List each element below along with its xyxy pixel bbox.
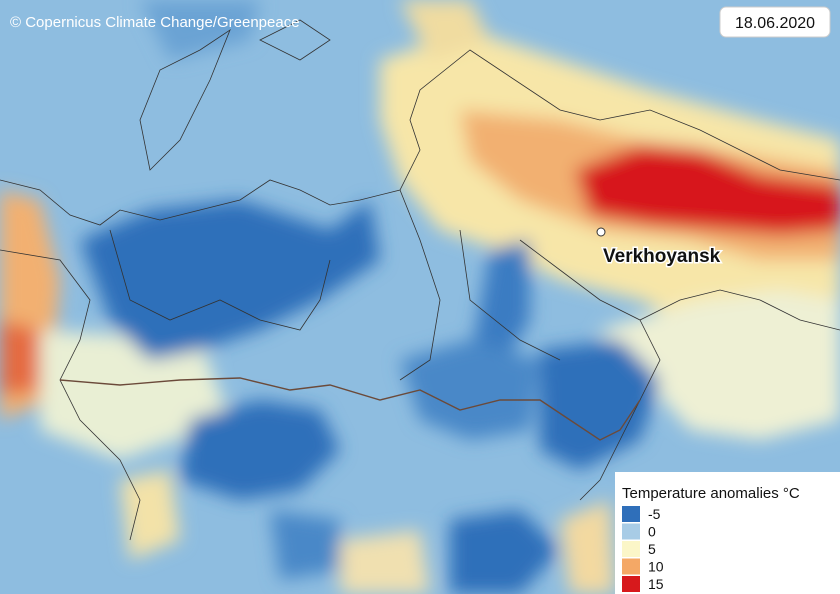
- legend-swatch: [622, 506, 640, 522]
- legend-title: Temperature anomalies °C: [622, 485, 800, 502]
- legend-label: -5: [648, 506, 661, 522]
- legend-swatch: [622, 576, 640, 592]
- city-label: Verkhoyansk: [603, 246, 721, 267]
- legend-label: 5: [648, 541, 656, 557]
- legend-swatch: [622, 541, 640, 557]
- legend-label: 10: [648, 559, 664, 575]
- credit: © Copernicus Climate Change/Greenpeace: [10, 14, 300, 31]
- legend-box: [615, 472, 840, 594]
- legend-label: 0: [648, 524, 656, 540]
- city-marker: [596, 227, 606, 237]
- legend-swatch: [622, 523, 640, 540]
- legend-swatch: [622, 558, 640, 575]
- legend-label: 15: [648, 576, 664, 592]
- borders: [0, 19, 840, 541]
- date-box: [719, 6, 831, 38]
- date: 18.06.2020: [735, 15, 815, 32]
